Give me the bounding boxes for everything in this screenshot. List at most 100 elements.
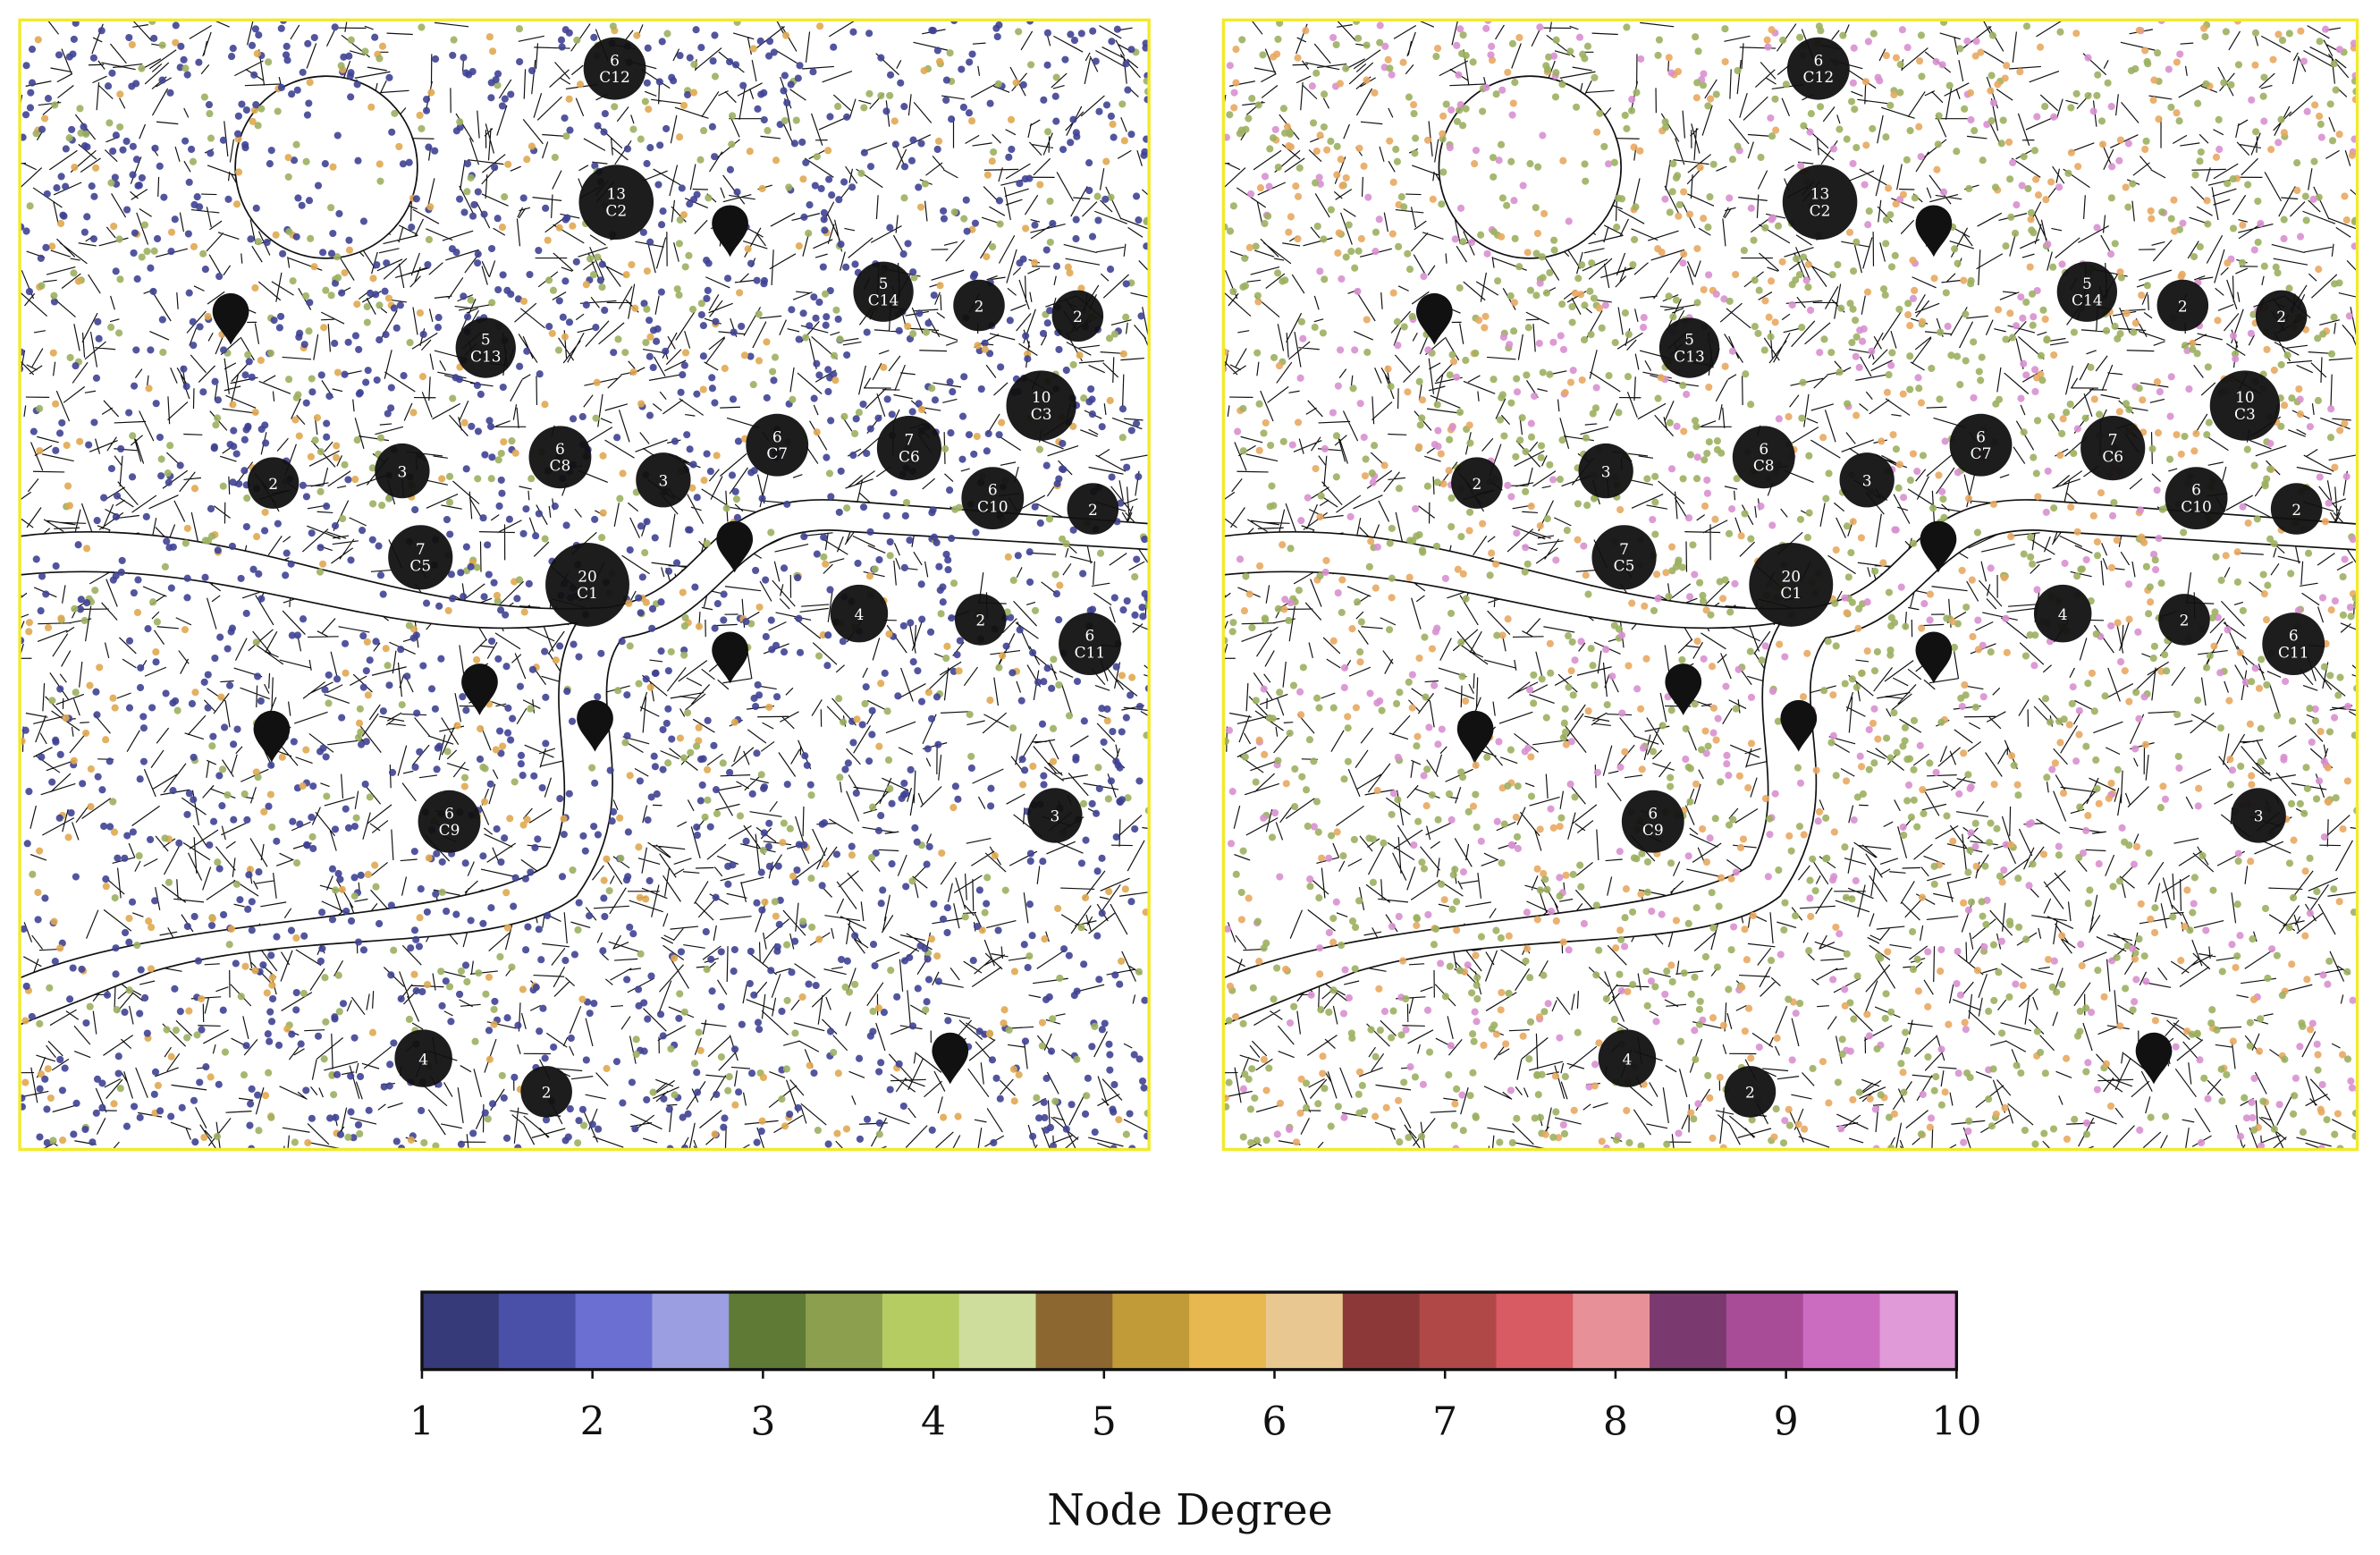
node xyxy=(2177,956,2185,965)
node xyxy=(1050,655,1058,663)
node xyxy=(300,932,308,940)
node xyxy=(840,412,848,420)
node xyxy=(211,654,219,663)
node xyxy=(1380,1008,1389,1016)
node xyxy=(1633,685,1642,693)
node xyxy=(734,437,743,445)
node xyxy=(1312,147,1321,156)
node xyxy=(2143,282,2151,290)
node xyxy=(1264,212,1272,220)
node xyxy=(304,39,312,47)
node xyxy=(1820,335,1828,343)
node xyxy=(1236,130,1244,138)
node xyxy=(181,626,190,634)
node xyxy=(2177,450,2185,458)
node xyxy=(319,249,327,257)
node xyxy=(26,202,34,210)
node xyxy=(62,714,70,723)
node xyxy=(805,980,813,988)
node xyxy=(1365,834,1373,842)
node xyxy=(2246,720,2254,728)
node xyxy=(1567,667,1575,675)
node xyxy=(1223,925,1231,934)
node xyxy=(956,637,964,645)
node xyxy=(448,245,456,253)
node xyxy=(1733,475,1741,483)
node xyxy=(1105,1040,1113,1048)
node xyxy=(1464,807,1473,816)
node xyxy=(1508,111,1516,119)
node xyxy=(2173,109,2181,117)
node xyxy=(663,719,671,727)
node xyxy=(1805,509,1813,517)
node xyxy=(2002,242,2010,250)
node xyxy=(250,106,258,114)
node xyxy=(1981,862,1989,870)
node xyxy=(305,99,313,107)
node xyxy=(327,249,336,258)
node xyxy=(1296,1109,1304,1117)
node xyxy=(1038,1018,1047,1027)
node xyxy=(800,213,808,221)
node xyxy=(899,1102,907,1111)
node xyxy=(323,419,331,427)
node xyxy=(502,611,510,619)
node xyxy=(695,1028,703,1036)
node xyxy=(191,689,199,697)
node xyxy=(110,222,118,231)
node xyxy=(330,1091,338,1099)
node xyxy=(992,1074,1000,1082)
node xyxy=(316,544,325,552)
node xyxy=(1651,472,1659,480)
node xyxy=(920,66,928,75)
node xyxy=(2041,102,2049,111)
node xyxy=(693,823,701,832)
node xyxy=(1616,926,1625,934)
node xyxy=(548,329,556,337)
node xyxy=(617,854,625,862)
node xyxy=(1793,764,1802,772)
node xyxy=(550,1043,558,1052)
node xyxy=(1127,427,1135,435)
node xyxy=(1916,741,1924,749)
node xyxy=(2041,695,2050,703)
node xyxy=(1792,1010,1800,1018)
node xyxy=(1591,681,1599,689)
node xyxy=(1255,736,1263,744)
cluster-label: C3 xyxy=(1031,406,1052,424)
node xyxy=(1394,796,1402,804)
node xyxy=(2345,312,2353,320)
node xyxy=(1084,1074,1092,1082)
node xyxy=(407,944,415,952)
node xyxy=(111,704,119,712)
node xyxy=(908,408,916,416)
node xyxy=(188,145,196,154)
node xyxy=(744,245,752,253)
node xyxy=(1459,122,1467,130)
node xyxy=(758,184,766,193)
node xyxy=(234,168,243,176)
node xyxy=(218,802,226,810)
node xyxy=(263,238,271,247)
node xyxy=(1108,38,1116,46)
node xyxy=(185,178,193,186)
node xyxy=(1580,919,1588,928)
node xyxy=(1630,143,1638,151)
node xyxy=(2011,229,2020,237)
node xyxy=(2272,263,2280,271)
node xyxy=(799,175,807,183)
node xyxy=(1995,968,2003,976)
node xyxy=(277,24,285,32)
node xyxy=(2196,1056,2204,1064)
node xyxy=(1414,732,1422,740)
node xyxy=(1951,245,1959,253)
node xyxy=(1537,442,1546,450)
node xyxy=(1902,1028,1910,1036)
node xyxy=(210,443,218,451)
cluster-marker xyxy=(954,594,1007,646)
node xyxy=(169,787,177,795)
node xyxy=(104,82,113,90)
node xyxy=(1805,947,1813,955)
node xyxy=(1699,591,1707,600)
node xyxy=(167,248,175,256)
